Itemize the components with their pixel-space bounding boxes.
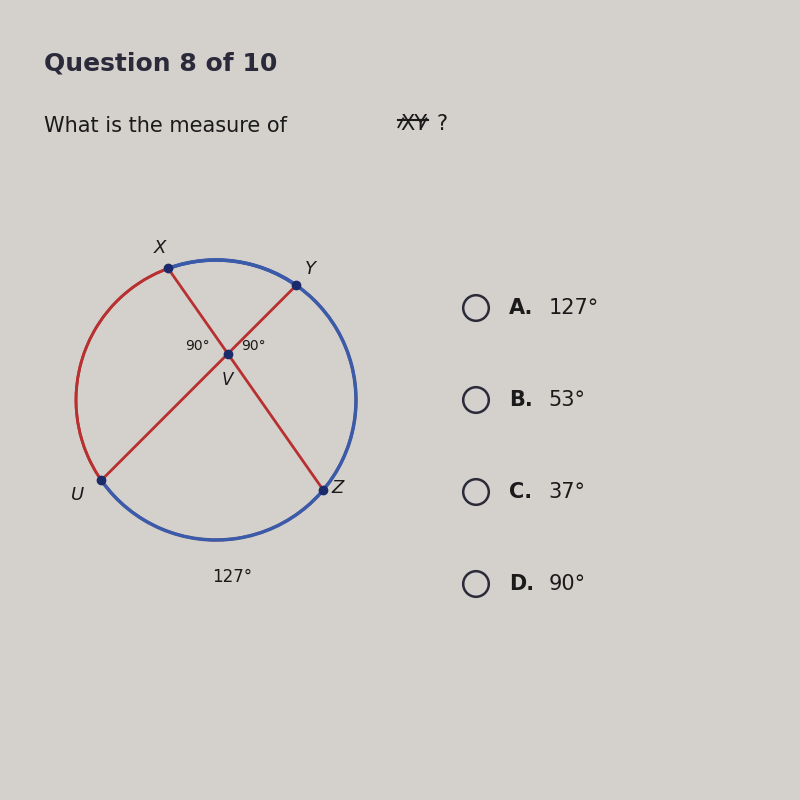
Text: 90°: 90° — [185, 338, 210, 353]
Text: 53°: 53° — [549, 390, 586, 410]
Text: C.: C. — [509, 482, 532, 502]
Text: D.: D. — [509, 574, 534, 594]
Text: XY: XY — [400, 114, 427, 134]
Text: Question 8 of 10: Question 8 of 10 — [44, 52, 278, 76]
Text: B.: B. — [509, 390, 533, 410]
Text: X: X — [154, 239, 166, 258]
Text: V: V — [222, 371, 234, 390]
Text: U: U — [70, 486, 84, 504]
Text: A.: A. — [509, 298, 533, 318]
Text: ?: ? — [436, 114, 447, 134]
Text: 90°: 90° — [241, 338, 266, 353]
Text: 37°: 37° — [549, 482, 586, 502]
Text: 127°: 127° — [549, 298, 599, 318]
Text: 90°: 90° — [549, 574, 586, 594]
Text: Y: Y — [306, 260, 316, 278]
Text: Z: Z — [331, 478, 344, 497]
Text: What is the measure of: What is the measure of — [44, 116, 294, 136]
Text: 127°: 127° — [212, 568, 252, 586]
